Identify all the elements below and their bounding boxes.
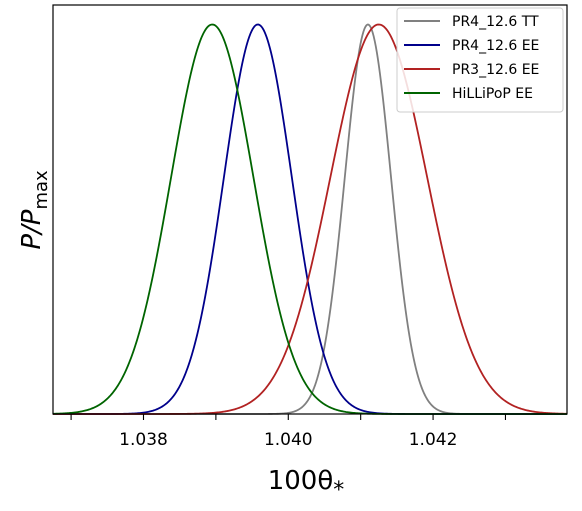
x-tick-label: 1.040 xyxy=(264,430,313,450)
legend-label-3: PR3_12.6 EE xyxy=(452,62,539,78)
x-axis-ticks: 1.038 1.040 1.042 xyxy=(70,414,507,450)
legend-box xyxy=(396,7,564,113)
legend-label-1: PR4_12.6 TT xyxy=(452,14,539,30)
x-tick-label: 1.042 xyxy=(409,430,458,450)
x-tick-label: 1.038 xyxy=(119,430,168,450)
legend-label-2: PR4_12.6 EE xyxy=(452,38,539,54)
plot-frame xyxy=(52,4,568,415)
x-axis-label: 100θ* xyxy=(268,466,345,503)
legend: PR4_12.6 TT PR4_12.6 EE PR3_12.6 EE HiLLiPo… xyxy=(396,7,564,113)
legend-label-4: HiLLiPoP EE xyxy=(452,86,533,102)
y-axis-label: P/Pmax xyxy=(17,170,52,250)
